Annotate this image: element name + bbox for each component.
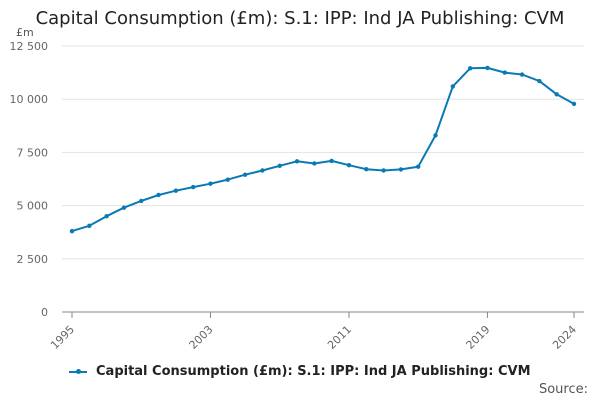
x-tick-label: 2019 <box>464 323 493 352</box>
data-point <box>450 84 456 89</box>
y-tick-label: 10 000 <box>10 93 49 106</box>
data-point <box>277 163 282 169</box>
data-point <box>554 92 559 97</box>
data-point <box>519 72 525 77</box>
legend: Capital Consumption (£m): S.1: IPP: Ind … <box>0 364 600 379</box>
x-tick-label: 1995 <box>48 323 77 352</box>
data-point <box>416 164 421 169</box>
data-point <box>571 101 577 107</box>
data-point <box>398 167 404 172</box>
data-point <box>312 161 317 166</box>
legend-label: Capital Consumption (£m): S.1: IPP: Ind … <box>96 364 531 379</box>
series-line <box>71 66 575 233</box>
data-point <box>381 168 386 173</box>
data-point <box>485 65 490 71</box>
y-tick-label: 12 500 <box>10 40 49 53</box>
data-point <box>139 198 144 204</box>
data-point <box>156 192 161 198</box>
source-label: Source: <box>538 382 588 397</box>
y-tick-label: 0 <box>41 306 48 319</box>
data-point <box>69 228 75 234</box>
data-point <box>173 188 179 193</box>
y-tick-label: 2 500 <box>17 253 49 266</box>
data-point <box>208 181 213 186</box>
data-point <box>433 133 438 138</box>
legend-line-marker <box>69 368 88 374</box>
data-point <box>121 205 127 210</box>
x-tick-label: 2011 <box>325 323 354 352</box>
series-layer <box>69 65 577 234</box>
x-tick-label: 2024 <box>550 323 579 352</box>
data-point <box>87 223 92 229</box>
data-point <box>502 70 507 75</box>
data-point <box>467 66 473 71</box>
data-point <box>329 158 334 164</box>
data-point <box>364 167 369 172</box>
y-tick-label: 7 500 <box>17 146 49 159</box>
data-point <box>346 162 352 168</box>
data-point <box>104 214 109 219</box>
chart-title: Capital Consumption (£m): S.1: IPP: Ind … <box>35 8 565 29</box>
data-point <box>242 172 248 177</box>
y-axis-unit-label: £m <box>16 26 34 39</box>
data-point <box>260 168 265 173</box>
gridlines <box>62 45 584 260</box>
data-point <box>294 159 300 164</box>
data-point <box>537 78 542 84</box>
y-tick-label: 5 000 <box>17 200 49 213</box>
x-tick-label: 2003 <box>187 323 216 352</box>
data-point <box>190 184 196 190</box>
axes: 0 2 500 5 000 7 500 10 000 12 500 1995 2003 2011… <box>10 40 584 352</box>
data-point <box>225 177 230 182</box>
